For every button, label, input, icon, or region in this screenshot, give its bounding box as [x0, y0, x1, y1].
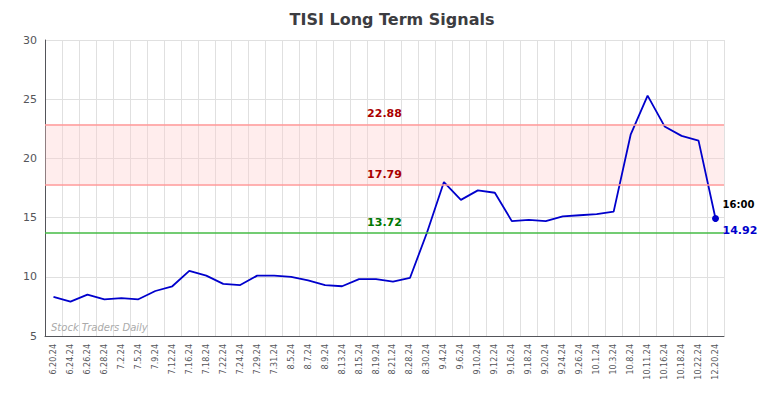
svg-text:9.6.24: 9.6.24: [456, 344, 465, 369]
svg-text:10.8.24: 10.8.24: [626, 344, 635, 375]
svg-text:9.16.24: 9.16.24: [507, 344, 516, 375]
svg-text:20: 20: [23, 152, 37, 165]
svg-text:9.26.24: 9.26.24: [575, 344, 584, 375]
svg-text:7.24.24: 7.24.24: [236, 344, 245, 375]
svg-text:12.20.24: 12.20.24: [711, 344, 720, 380]
svg-text:7.9.24: 7.9.24: [151, 344, 160, 369]
svg-text:7.31.24: 7.31.24: [270, 344, 279, 375]
svg-text:9.12.24: 9.12.24: [490, 344, 499, 375]
svg-text:6.24.24: 6.24.24: [66, 344, 75, 375]
svg-text:7.18.24: 7.18.24: [202, 344, 211, 375]
svg-text:9.24.24: 9.24.24: [558, 344, 567, 375]
svg-text:9.10.24: 9.10.24: [473, 344, 482, 375]
svg-text:8.15.24: 8.15.24: [355, 344, 364, 375]
svg-text:TISI Long Term Signals: TISI Long Term Signals: [290, 10, 495, 29]
svg-text:8.19.24: 8.19.24: [372, 344, 381, 375]
svg-text:10.16.24: 10.16.24: [660, 344, 669, 380]
svg-text:Stock Traders Daily: Stock Traders Daily: [51, 322, 149, 333]
svg-text:7.5.24: 7.5.24: [134, 344, 143, 369]
svg-text:15: 15: [23, 211, 37, 224]
svg-text:7.16.24: 7.16.24: [185, 344, 194, 375]
svg-text:13.72: 13.72: [367, 216, 402, 229]
svg-text:10.18.24: 10.18.24: [677, 344, 686, 380]
svg-text:6.28.24: 6.28.24: [100, 344, 109, 375]
svg-text:10.22.24: 10.22.24: [694, 344, 703, 380]
svg-text:10.1.24: 10.1.24: [592, 344, 601, 375]
svg-text:10.3.24: 10.3.24: [609, 344, 618, 375]
svg-text:8.30.24: 8.30.24: [422, 344, 431, 375]
svg-text:9.18.24: 9.18.24: [524, 344, 533, 375]
svg-text:8.9.24: 8.9.24: [321, 344, 330, 369]
svg-text:7.2.24: 7.2.24: [117, 344, 126, 369]
svg-text:30: 30: [23, 34, 37, 47]
svg-text:7.22.24: 7.22.24: [219, 344, 228, 375]
svg-text:7.29.24: 7.29.24: [253, 344, 262, 375]
svg-text:7.12.24: 7.12.24: [168, 344, 177, 375]
svg-text:8.5.24: 8.5.24: [287, 344, 296, 369]
svg-text:25: 25: [23, 93, 37, 106]
svg-text:22.88: 22.88: [367, 107, 402, 120]
svg-text:8.28.24: 8.28.24: [405, 344, 414, 375]
svg-text:9.4.24: 9.4.24: [439, 344, 448, 369]
svg-text:8.21.24: 8.21.24: [388, 344, 397, 375]
svg-text:10.11.24: 10.11.24: [643, 344, 652, 380]
svg-text:16:00: 16:00: [723, 199, 755, 210]
svg-text:6.20.24: 6.20.24: [49, 344, 58, 375]
svg-text:9.20.24: 9.20.24: [541, 344, 550, 375]
svg-text:14.92: 14.92: [723, 224, 758, 237]
svg-text:8.7.24: 8.7.24: [304, 344, 313, 369]
svg-text:6.26.24: 6.26.24: [83, 344, 92, 375]
svg-text:8.13.24: 8.13.24: [338, 344, 347, 375]
svg-text:10: 10: [23, 270, 37, 283]
svg-text:5: 5: [30, 330, 37, 343]
svg-text:17.79: 17.79: [367, 168, 402, 181]
